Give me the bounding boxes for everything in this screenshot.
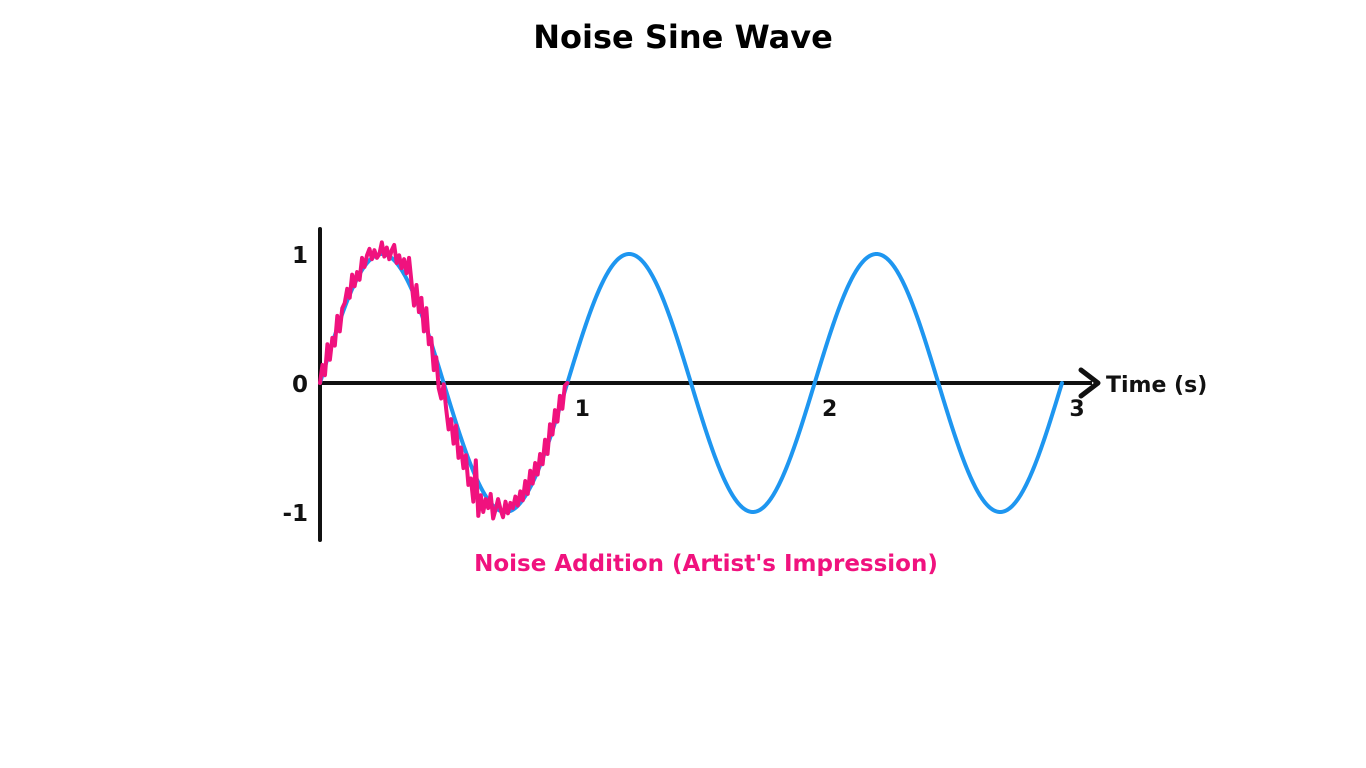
x-tick-label: 3 [1069, 397, 1084, 422]
x-tick-label: 1 [575, 397, 590, 422]
noise-annotation: Noise Addition (Artist's Impression) [474, 551, 938, 577]
x-tick-label: 2 [822, 397, 837, 422]
y-tick-labels: 1 0 -1 [282, 243, 308, 527]
noise-series-line [318, 240, 570, 521]
x-axis-arrowhead [1078, 367, 1101, 399]
y-tick-label: -1 [282, 501, 308, 527]
x-axis-title: Time (s) [1106, 373, 1207, 398]
y-tick-label: 1 [292, 243, 308, 269]
chart-title: Noise Sine Wave [533, 18, 833, 56]
x-tick-labels: 1 2 3 [575, 397, 1085, 422]
y-tick-label: 0 [292, 372, 308, 398]
